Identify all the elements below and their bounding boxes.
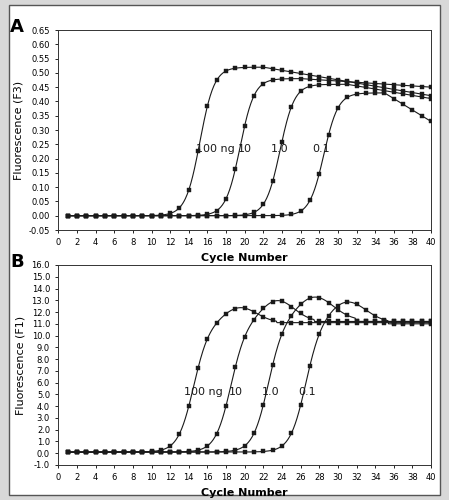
Text: B: B: [10, 253, 23, 271]
Text: 1.0: 1.0: [271, 144, 288, 154]
X-axis label: Cycle Number: Cycle Number: [202, 253, 288, 263]
Text: 10: 10: [238, 144, 252, 154]
X-axis label: Cycle Number: Cycle Number: [202, 488, 288, 498]
Y-axis label: Fluorescence (F3): Fluorescence (F3): [13, 80, 23, 180]
Y-axis label: Fluorescence (F1): Fluorescence (F1): [16, 316, 26, 414]
Text: 0.1: 0.1: [299, 387, 317, 397]
Text: 10: 10: [229, 387, 243, 397]
Text: 100 ng: 100 ng: [184, 387, 223, 397]
Text: 0.1: 0.1: [312, 144, 330, 154]
Text: A: A: [10, 18, 24, 36]
Text: 1.0: 1.0: [261, 387, 279, 397]
Text: 100 ng: 100 ng: [196, 144, 235, 154]
